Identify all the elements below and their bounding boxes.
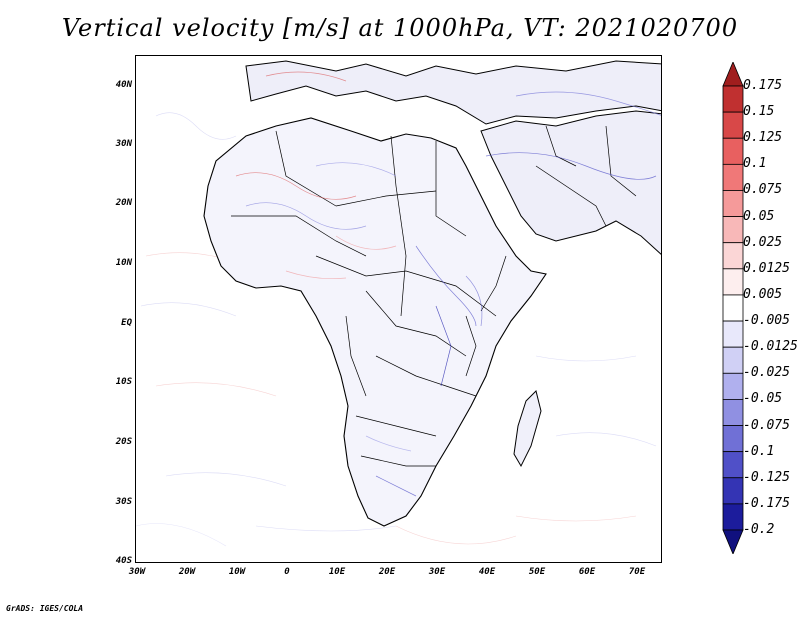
colorbar-label: -0.0125 xyxy=(743,339,798,355)
colorbar-label: 0.15 xyxy=(743,104,775,120)
map-title: Vertical velocity [m/s] at 1000hPa, VT: … xyxy=(61,14,739,42)
colorbar-cell xyxy=(722,85,744,113)
colorbar-cell xyxy=(722,294,744,322)
land-contours xyxy=(235,71,661,497)
colorbar-cell xyxy=(722,216,744,244)
lon-label: 40E xyxy=(478,567,496,577)
colorbar-top-arrow xyxy=(722,62,744,87)
colorbar-label: -0.2 xyxy=(743,522,775,537)
footer-credit: GrADS: IGES/COLA xyxy=(6,604,84,613)
lat-label: 10S xyxy=(115,377,132,387)
country-borders xyxy=(231,125,637,467)
colorbar-label: -0.025 xyxy=(743,365,790,381)
colorbar-cell xyxy=(722,320,744,348)
colorbar-cell xyxy=(722,137,744,165)
lat-label: 30N xyxy=(115,139,132,149)
colorbar-cell xyxy=(722,372,744,400)
colorbar-label: 0.025 xyxy=(743,234,783,250)
colorbar-cell xyxy=(722,268,744,296)
colorbar-label: 0.1 xyxy=(743,156,767,172)
lat-label: 40S xyxy=(115,556,132,566)
lon-label: 20W xyxy=(178,567,196,577)
lat-label: 30S xyxy=(115,497,132,507)
lon-label: 30W xyxy=(128,567,146,577)
colorbar-label: -0.075 xyxy=(743,417,790,433)
lat-label: 10N xyxy=(115,258,132,268)
lon-label: 70E xyxy=(628,567,646,577)
lon-label: 30E xyxy=(428,567,446,577)
lat-label: EQ xyxy=(121,318,132,328)
colorbar-label: -0.175 xyxy=(743,495,790,511)
colorbar-cell xyxy=(722,190,744,217)
colorbar-cell xyxy=(722,346,744,374)
lat-label: 20S xyxy=(115,437,132,447)
ocean-contours xyxy=(136,112,657,547)
lat-label: 20N xyxy=(115,198,132,208)
colorbar-label: -0.125 xyxy=(743,469,790,485)
land xyxy=(203,60,661,527)
colorbar-label: 0.075 xyxy=(743,182,783,198)
colorbar-cell xyxy=(722,163,744,191)
map-panel xyxy=(135,55,662,563)
colorbar-cell xyxy=(722,477,744,505)
africa-map xyxy=(136,60,661,547)
colorbar-label: 0.0125 xyxy=(743,260,790,276)
lon-label: 0 xyxy=(284,567,290,577)
lon-label: 50E xyxy=(528,567,546,577)
colorbar-cell xyxy=(722,242,744,270)
colorbar-cell xyxy=(722,111,744,139)
colorbar-bottom-arrow xyxy=(722,529,744,554)
lon-label: 20E xyxy=(378,567,396,577)
colorbar-label: 0.05 xyxy=(743,208,775,224)
colorbar-cell xyxy=(722,399,744,426)
colorbar-label: 0.005 xyxy=(743,286,783,302)
colorbar-label: -0.1 xyxy=(743,443,775,459)
colorbar-cell xyxy=(722,503,744,531)
colorbar-label: 0.175 xyxy=(743,78,783,93)
lon-label: 60E xyxy=(578,567,596,577)
colorbar xyxy=(722,62,744,554)
lon-label: 10E xyxy=(328,567,346,577)
colorbar-label: -0.05 xyxy=(743,391,783,407)
lon-label: 10W xyxy=(228,567,246,577)
colorbar-cell xyxy=(722,451,744,479)
colorbar-label: -0.005 xyxy=(743,313,790,329)
colorbar-label: 0.125 xyxy=(743,130,783,146)
lat-label: 40N xyxy=(115,80,132,90)
colorbar-cell xyxy=(722,425,744,453)
